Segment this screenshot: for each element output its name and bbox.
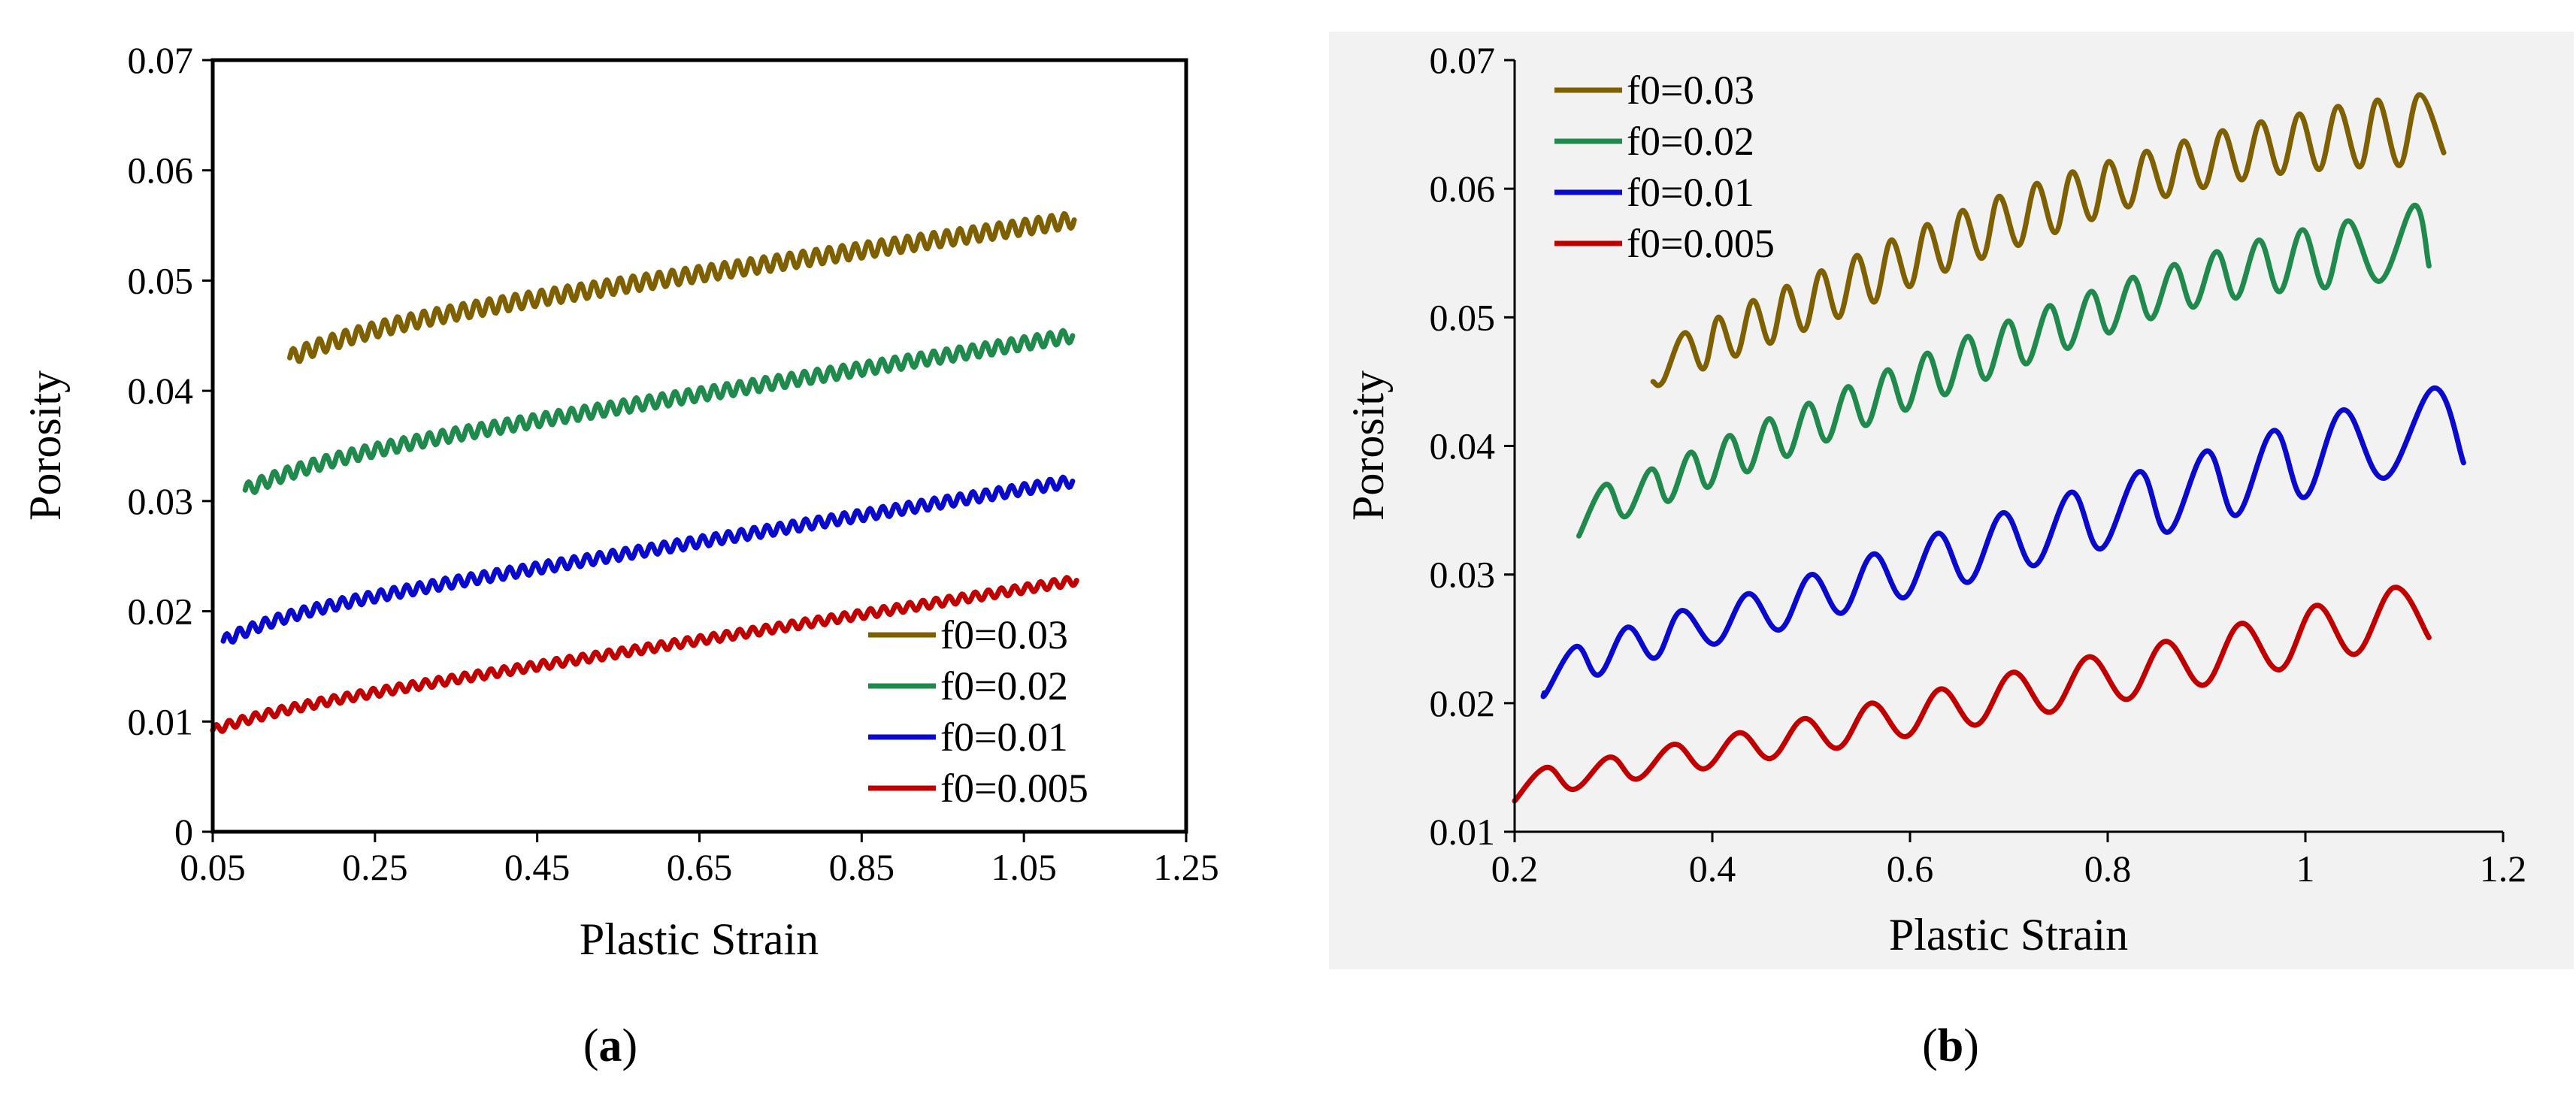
panel-a-series-line-0: [287, 211, 1077, 364]
panel-a-x-axis-title: Plastic Strain: [580, 914, 819, 964]
panel-a-y-tick-label: 0: [174, 811, 193, 853]
panel-a-y-tick-label: 0.06: [128, 150, 194, 192]
panel-b-y-tick-label: 0.01: [1430, 811, 1496, 853]
panel-b-x-tick-label: 0.4: [1689, 848, 1736, 890]
panel-b-y-axis-title: Porosity: [1343, 370, 1393, 521]
caption-a-close: ): [622, 1020, 638, 1071]
caption-a-open: (: [583, 1020, 599, 1071]
panel-a-y-tick-label: 0.03: [128, 480, 194, 522]
panel-b-y-tick-label: 0.06: [1430, 168, 1496, 210]
panel-a-x-tick-label: 1.25: [1153, 846, 1219, 888]
panel-a-axis-ticks: 0.05 0.25 0.45 0.65 0.85 1.05 1.25 0 0.01 0.02 0.0…: [128, 39, 1219, 888]
panel-a-series-group: [210, 211, 1079, 734]
panel-b-legend-label-0: f0=0.03: [1627, 68, 1754, 113]
panel-b-x-tick-label: 0.8: [2084, 848, 2132, 890]
panel-b-x-tick-label: 1.2: [2480, 848, 2527, 890]
panel-b-series-line-0: [1650, 92, 2447, 388]
chart-panel-a: 0.05 0.25 0.45 0.65 0.85 1.05 1.25 0 0.01 0.02 0.0…: [20, 39, 1219, 964]
panel-b-y-tick-label: 0.07: [1430, 39, 1496, 81]
panel-a-x-tick-label: 1.05: [991, 846, 1057, 888]
panel-a-legend-label-0: f0=0.03: [940, 612, 1068, 657]
panel-a-x-tick-label: 0.05: [180, 846, 246, 888]
caption-b-letter: b: [1938, 1020, 1963, 1071]
panel-b-background: [1329, 32, 2574, 969]
panel-b-legend: f0=0.03 f0=0.02 f0=0.01 f0=0.005: [1554, 68, 1775, 266]
caption-b: (b): [1922, 1020, 1979, 1071]
panel-b-x-tick-label: 0.6: [1887, 848, 1934, 890]
panel-b-series-line-2: [1540, 385, 2466, 700]
panel-a-x-tick-label: 0.65: [667, 846, 733, 888]
panel-b-x-tick-label: 0.2: [1491, 848, 1539, 890]
panel-a-y-tick-label: 0.04: [128, 370, 194, 412]
panel-a-legend: f0=0.03 f0=0.02 f0=0.01 f0=0.005: [868, 612, 1088, 811]
panel-b-x-tick-label: 1: [2296, 848, 2315, 890]
panel-b-x-axis-title: Plastic Strain: [1889, 910, 2128, 959]
panel-a-y-tick-label: 0.01: [128, 700, 194, 742]
panel-a-legend-label-1: f0=0.02: [940, 663, 1068, 709]
panel-b-legend-label-1: f0=0.02: [1627, 119, 1754, 164]
panel-a-y-tick-label: 0.05: [128, 259, 194, 301]
panel-a-series-line-2: [220, 474, 1076, 645]
panel-b-y-tick-label: 0.05: [1430, 296, 1496, 338]
panel-a-series-line-3: [210, 575, 1079, 734]
panel-b-series-line-3: [1512, 585, 2432, 804]
panel-b-legend-label-2: f0=0.01: [1627, 170, 1754, 215]
panel-a-legend-label-3: f0=0.005: [940, 766, 1088, 811]
panel-a-series-line-1: [242, 328, 1076, 495]
panel-b-y-tick-label: 0.03: [1430, 554, 1496, 596]
panel-b-axis-ticks: 0.2 0.4 0.6 0.8 1 1.2 0.01 0.02 0.03 0.04 0.05 0.06…: [1430, 39, 2527, 890]
caption-a: (a): [583, 1020, 637, 1071]
panel-b-series-group: [1512, 92, 2466, 804]
panel-a-x-tick-label: 0.25: [342, 846, 408, 888]
panel-a-y-tick-label: 0.02: [128, 591, 194, 633]
panel-b-y-tick-label: 0.02: [1430, 682, 1496, 724]
panel-b-y-tick-label: 0.04: [1430, 425, 1496, 467]
panel-a-legend-label-2: f0=0.01: [940, 715, 1068, 760]
panel-a-x-tick-label: 0.45: [504, 846, 571, 888]
panel-b-series-line-1: [1576, 202, 2432, 539]
panel-a-y-axis-title: Porosity: [20, 370, 70, 521]
chart-panel-b: 0.2 0.4 0.6 0.8 1 1.2 0.01 0.02 0.03 0.04 0.05 0.06…: [1329, 32, 2574, 969]
panel-a-x-tick-label: 0.85: [829, 846, 895, 888]
panel-a-y-tick-label: 0.07: [128, 39, 194, 81]
panel-b-legend-label-3: f0=0.005: [1627, 221, 1775, 266]
caption-a-letter: a: [599, 1020, 622, 1071]
caption-b-close: ): [1963, 1020, 1979, 1071]
caption-b-open: (: [1922, 1020, 1938, 1071]
